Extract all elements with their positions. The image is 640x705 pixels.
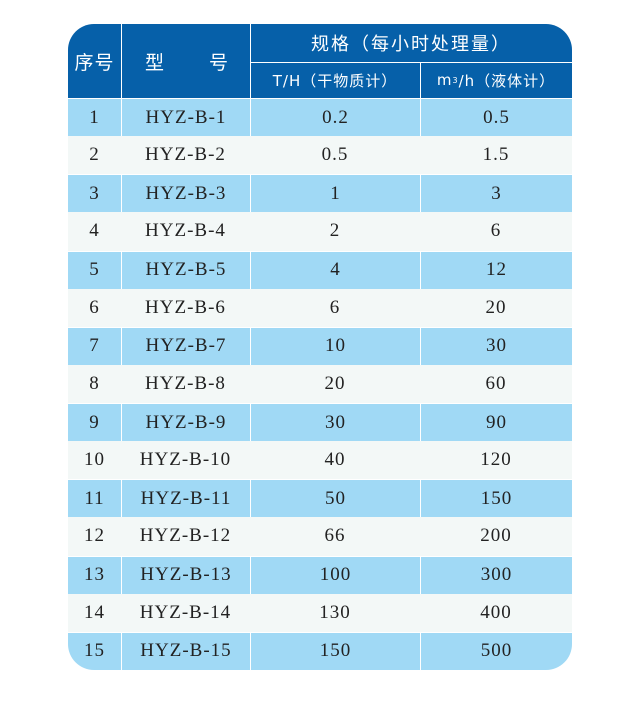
row-index: 8 xyxy=(89,372,100,394)
table-row: 10 HYZ-B-10 40 120 xyxy=(68,441,572,480)
row-model: HYZ-B-14 xyxy=(139,601,232,623)
divider xyxy=(121,24,122,98)
row-model: HYZ-B-6 xyxy=(145,296,226,318)
row-index: 1 xyxy=(89,106,100,128)
row-th: 30 xyxy=(250,404,420,442)
row-m3h: 60 xyxy=(485,372,507,394)
row-index: 10 xyxy=(84,449,105,471)
row-m3h: 30 xyxy=(420,327,572,365)
table-row: 8 HYZ-B-8 20 60 xyxy=(68,364,572,404)
table-row: 14 HYZ-B-14 130 400 xyxy=(68,593,572,632)
row-th: 6 xyxy=(329,296,341,318)
table-row: 5 HYZ-B-5 4 12 xyxy=(68,250,572,289)
row-index: 3 xyxy=(89,182,100,204)
row-m3h: 3 xyxy=(420,175,572,213)
row-th: 1 xyxy=(250,175,420,213)
table-row: 15 HYZ-B-15 150 500 xyxy=(68,631,572,670)
row-model: HYZ-B-10 xyxy=(139,449,232,471)
row-model: HYZ-B-12 xyxy=(139,525,232,547)
row-m3h: 20 xyxy=(485,296,507,318)
row-model: HYZ-B-8 xyxy=(145,372,226,394)
table-row: 7 HYZ-B-7 10 30 xyxy=(68,326,572,365)
row-m3h: 120 xyxy=(480,449,512,471)
row-th: 130 xyxy=(319,601,351,623)
row-m3h: 150 xyxy=(420,480,572,518)
table-row: 2 HYZ-B-2 0.5 1.5 xyxy=(68,136,572,175)
header-spec-dry: T/H（干物质计） xyxy=(272,71,398,90)
row-index: 14 xyxy=(84,601,105,623)
row-index: 5 xyxy=(89,259,100,281)
row-index: 12 xyxy=(84,525,105,547)
row-model: HYZ-B-15 xyxy=(121,632,250,670)
row-model: HYZ-B-4 xyxy=(145,220,226,242)
row-th: 0.2 xyxy=(250,99,420,137)
row-m3h: 1.5 xyxy=(482,144,510,166)
header-model-a: 型 xyxy=(145,51,165,74)
row-index: 6 xyxy=(89,296,100,318)
row-th: 66 xyxy=(324,525,346,547)
row-m3h: 12 xyxy=(420,251,572,289)
table-row: 4 HYZ-B-4 2 6 xyxy=(68,212,572,251)
row-index: 15 xyxy=(84,640,105,662)
row-m3h: 90 xyxy=(420,404,572,442)
table-row: 11 HYZ-B-11 50 150 xyxy=(68,479,572,518)
row-index: 4 xyxy=(89,220,100,242)
row-model: HYZ-B-2 xyxy=(145,144,226,166)
row-th: 10 xyxy=(250,327,420,365)
row-model: HYZ-B-5 xyxy=(121,251,250,289)
row-model: HYZ-B-7 xyxy=(121,327,250,365)
row-th: 0.5 xyxy=(321,144,349,166)
row-m3h: 400 xyxy=(480,601,512,623)
row-th: 150 xyxy=(250,632,420,670)
table-header: 序号 型 号 规格（每小时处理量） T/H（干物质计） m 3/h（液体计） xyxy=(68,24,572,98)
divider xyxy=(250,62,572,63)
row-th: 2 xyxy=(329,220,341,242)
row-m3h: 500 xyxy=(420,632,572,670)
row-th: 4 xyxy=(250,251,420,289)
table-row: 13 HYZ-B-13 100 300 xyxy=(68,555,572,594)
row-m3h: 6 xyxy=(490,220,502,242)
divider xyxy=(250,24,251,98)
row-model: HYZ-B-13 xyxy=(121,556,250,594)
row-model: HYZ-B-11 xyxy=(121,480,250,518)
header-spec-liquid: m 3/h（液体计） xyxy=(436,71,556,90)
row-th: 40 xyxy=(324,449,346,471)
row-m3h: 0.5 xyxy=(420,99,572,137)
table-row: 9 HYZ-B-9 30 90 xyxy=(68,403,572,442)
row-index: 7 xyxy=(89,335,100,357)
row-m3h: 200 xyxy=(480,525,512,547)
row-index: 13 xyxy=(84,564,105,586)
row-th: 100 xyxy=(250,556,420,594)
header-spec: 规格（每小时处理量） xyxy=(311,34,511,55)
row-model: HYZ-B-1 xyxy=(121,99,250,137)
row-index: 11 xyxy=(84,487,105,509)
divider xyxy=(420,62,421,98)
row-model: HYZ-B-9 xyxy=(121,404,250,442)
row-th: 50 xyxy=(250,480,420,518)
header-model-b: 号 xyxy=(208,51,228,74)
table-row: 3 HYZ-B-3 1 3 xyxy=(68,174,572,213)
table-row: 12 HYZ-B-12 66 200 xyxy=(68,517,572,556)
header-index: 序号 xyxy=(74,51,115,74)
row-index: 2 xyxy=(89,144,100,166)
row-model: HYZ-B-3 xyxy=(121,175,250,213)
header-model: 型 号 xyxy=(121,24,250,98)
table-row: 1 HYZ-B-1 0.2 0.5 xyxy=(68,98,572,137)
row-th: 20 xyxy=(324,372,346,394)
table-row: 6 HYZ-B-6 6 20 xyxy=(68,288,572,327)
row-m3h: 300 xyxy=(420,556,572,594)
row-index: 9 xyxy=(89,411,100,433)
